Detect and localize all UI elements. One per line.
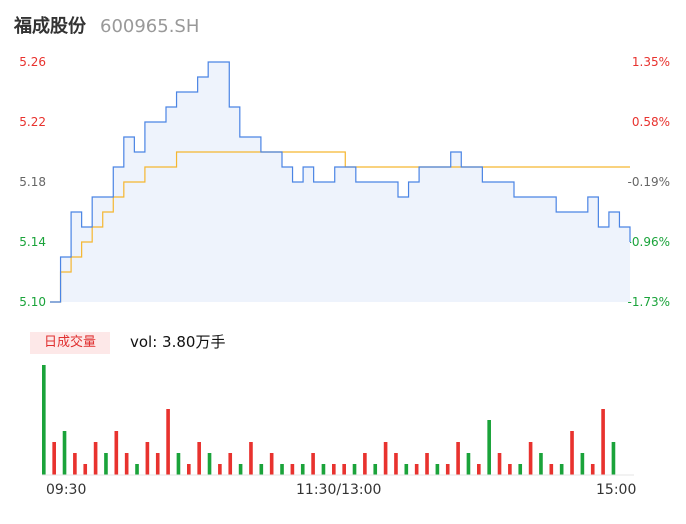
- volume-bar: [166, 409, 170, 475]
- volume-bar: [187, 464, 191, 475]
- volume-bar: [218, 464, 222, 475]
- volume-bar: [404, 464, 409, 475]
- volume-bar: [518, 464, 523, 475]
- volume-bar: [363, 453, 367, 475]
- volume-bar: [487, 420, 491, 475]
- volume-bar: [611, 442, 616, 475]
- volume-bar: [155, 453, 160, 475]
- volume-bar: [207, 453, 212, 475]
- time-label-open: 09:30: [46, 482, 87, 498]
- volume-bar: [508, 464, 512, 475]
- volume-bar: [414, 464, 419, 475]
- stock-code: 600965.SH: [100, 16, 200, 37]
- volume-chart: [42, 365, 634, 476]
- pct-label-1: 0.58%: [631, 115, 670, 129]
- volume-bar: [269, 453, 274, 475]
- pct-label-3: -0.96%: [627, 235, 670, 249]
- pct-label-4: -1.73%: [627, 295, 670, 309]
- volume-bar: [590, 464, 595, 475]
- volume-bar: [445, 464, 450, 475]
- volume-bar: [73, 453, 77, 475]
- volume-bar: [352, 464, 357, 475]
- volume-bar: [176, 453, 181, 475]
- volume-bar: [311, 453, 315, 475]
- volume-bar: [249, 442, 253, 475]
- volume-bar: [394, 453, 398, 475]
- volume-bar: [93, 442, 98, 475]
- volume-bar: [197, 442, 201, 475]
- stock-name: 福成股份: [14, 16, 86, 37]
- price-label-4: 5.10: [19, 295, 46, 309]
- volume-bar: [300, 464, 305, 475]
- volume-bar: [373, 464, 378, 475]
- volume-bar: [528, 442, 533, 475]
- volume-bar: [238, 464, 243, 475]
- volume-bar: [259, 464, 264, 475]
- volume-bar: [135, 464, 139, 475]
- volume-bar: [228, 453, 233, 475]
- volume-bar: [497, 453, 502, 475]
- series-line-price: [50, 61, 631, 303]
- volume-bar: [435, 464, 440, 475]
- volume-bar: [477, 464, 481, 475]
- pct-label-0: 1.35%: [631, 55, 670, 69]
- volume-bar: [570, 431, 574, 475]
- time-label-close: 15:00: [596, 482, 637, 498]
- pct-label-2: -0.19%: [627, 175, 670, 189]
- volume-bar: [456, 442, 460, 475]
- price-label-2: 5.18: [19, 175, 46, 189]
- volume-bar: [114, 431, 119, 475]
- volume-bar: [290, 464, 295, 475]
- volume-badge[interactable]: 日成交量: [30, 332, 110, 354]
- volume-bar: [42, 365, 46, 475]
- volume-bar: [466, 453, 471, 475]
- price-label-0: 5.26: [19, 55, 46, 69]
- volume-bar: [104, 453, 108, 475]
- volume-bar: [342, 464, 346, 475]
- price-label-3: 5.14: [19, 235, 46, 249]
- stock-header: 福成股份 600965.SH: [14, 12, 199, 40]
- volume-bar: [124, 453, 129, 475]
- volume-bar: [425, 453, 429, 475]
- volume-bar: [383, 442, 388, 475]
- price-area: [50, 62, 630, 302]
- volume-bar: [52, 442, 56, 475]
- volume-bar: [539, 453, 543, 475]
- volume-bar: [601, 409, 605, 475]
- volume-bar: [580, 453, 585, 475]
- series-line-average: [50, 151, 630, 303]
- volume-summary: vol: 3.80万手: [130, 333, 226, 351]
- volume-bar: [280, 464, 284, 475]
- volume-bar: [321, 464, 326, 475]
- volume-bar: [83, 464, 88, 475]
- volume-bar: [145, 442, 150, 475]
- volume-bar: [332, 464, 336, 475]
- volume-bar: [559, 464, 564, 475]
- volume-bar: [62, 431, 67, 475]
- volume-bar: [549, 464, 554, 475]
- price-label-1: 5.22: [19, 115, 46, 129]
- time-label-midday: 11:30/13:00: [296, 482, 382, 498]
- price-chart: [50, 61, 631, 303]
